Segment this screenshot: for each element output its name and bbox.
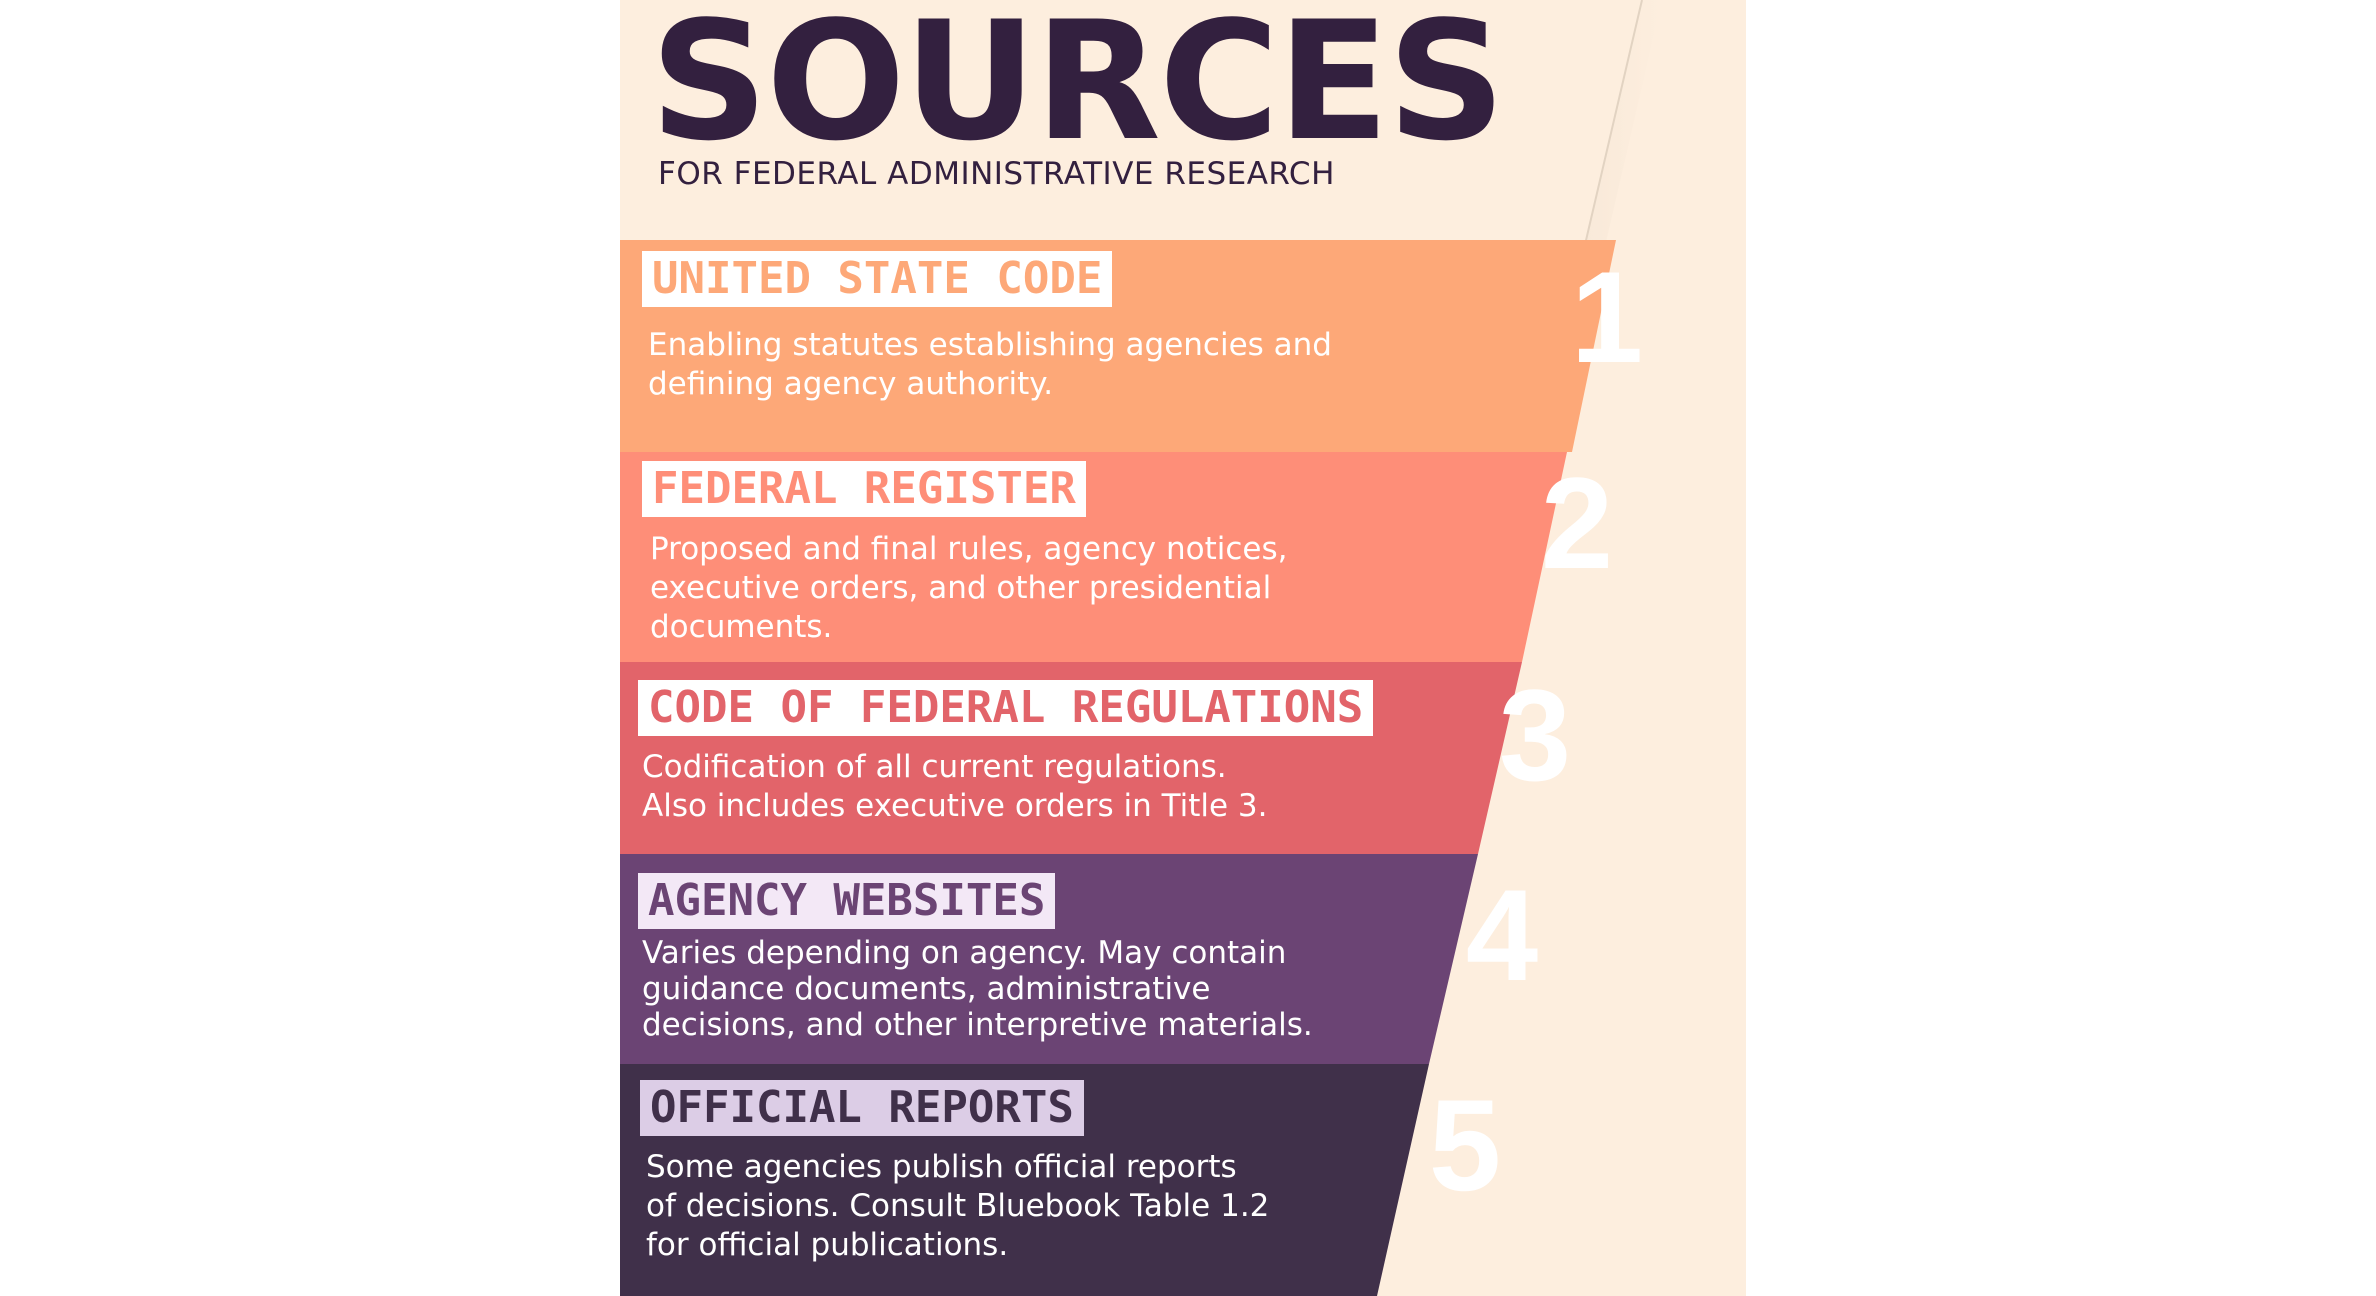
source-description-5: Some agencies publish official reports o…	[646, 1148, 1269, 1265]
description-line: Enabling statutes establishing agencies …	[648, 327, 1332, 363]
description-line: documents.	[650, 609, 833, 645]
source-heading-1: UNITED STATE CODE	[642, 251, 1113, 307]
source-number-2: 2	[1540, 450, 1614, 596]
source-heading-5: OFFICIAL REPORTS	[640, 1080, 1084, 1136]
source-number-5: 5	[1428, 1072, 1502, 1218]
description-line: of decisions. Consult Bluebook Table 1.2	[646, 1188, 1270, 1224]
description-line: executive orders, and other presidential	[650, 570, 1272, 606]
source-description-2: Proposed and final rules, agency notices…	[650, 530, 1287, 647]
page-subtitle: FOR FEDERAL ADMINISTRATIVE RESEARCH	[658, 156, 1335, 192]
source-heading-4: AGENCY WEBSITES	[638, 873, 1056, 929]
page-title: SOURCES	[650, 0, 1505, 177]
description-line: Varies depending on agency. May contain	[642, 935, 1287, 971]
source-description-1: Enabling statutes establishing agencies …	[648, 326, 1332, 404]
infographic-poster: SOURCES FOR FEDERAL ADMINISTRATIVE RESEA…	[620, 0, 1746, 1296]
source-number-1: 1	[1570, 244, 1644, 390]
description-line: Codification of all current regulations.	[642, 749, 1227, 785]
description-line: Proposed and final rules, agency notices…	[650, 531, 1288, 567]
source-number-4: 4	[1465, 862, 1539, 1008]
source-heading-3: CODE OF FEDERAL REGULATIONS	[638, 680, 1374, 736]
source-number-3: 3	[1498, 662, 1572, 808]
source-heading-2: FEDERAL REGISTER	[642, 461, 1086, 517]
description-line: decisions, and other interpretive materi…	[642, 1007, 1313, 1043]
source-description-3: Codification of all current regulations.…	[642, 748, 1267, 826]
description-line: guidance documents, administrative	[642, 971, 1211, 1007]
description-line: Also includes executive orders in Title …	[642, 788, 1268, 824]
source-description-4: Varies depending on agency. May contain …	[642, 935, 1313, 1043]
description-line: defining agency authority.	[648, 366, 1054, 402]
description-line: for official publications.	[646, 1227, 1009, 1263]
description-line: Some agencies publish official reports	[646, 1149, 1237, 1185]
